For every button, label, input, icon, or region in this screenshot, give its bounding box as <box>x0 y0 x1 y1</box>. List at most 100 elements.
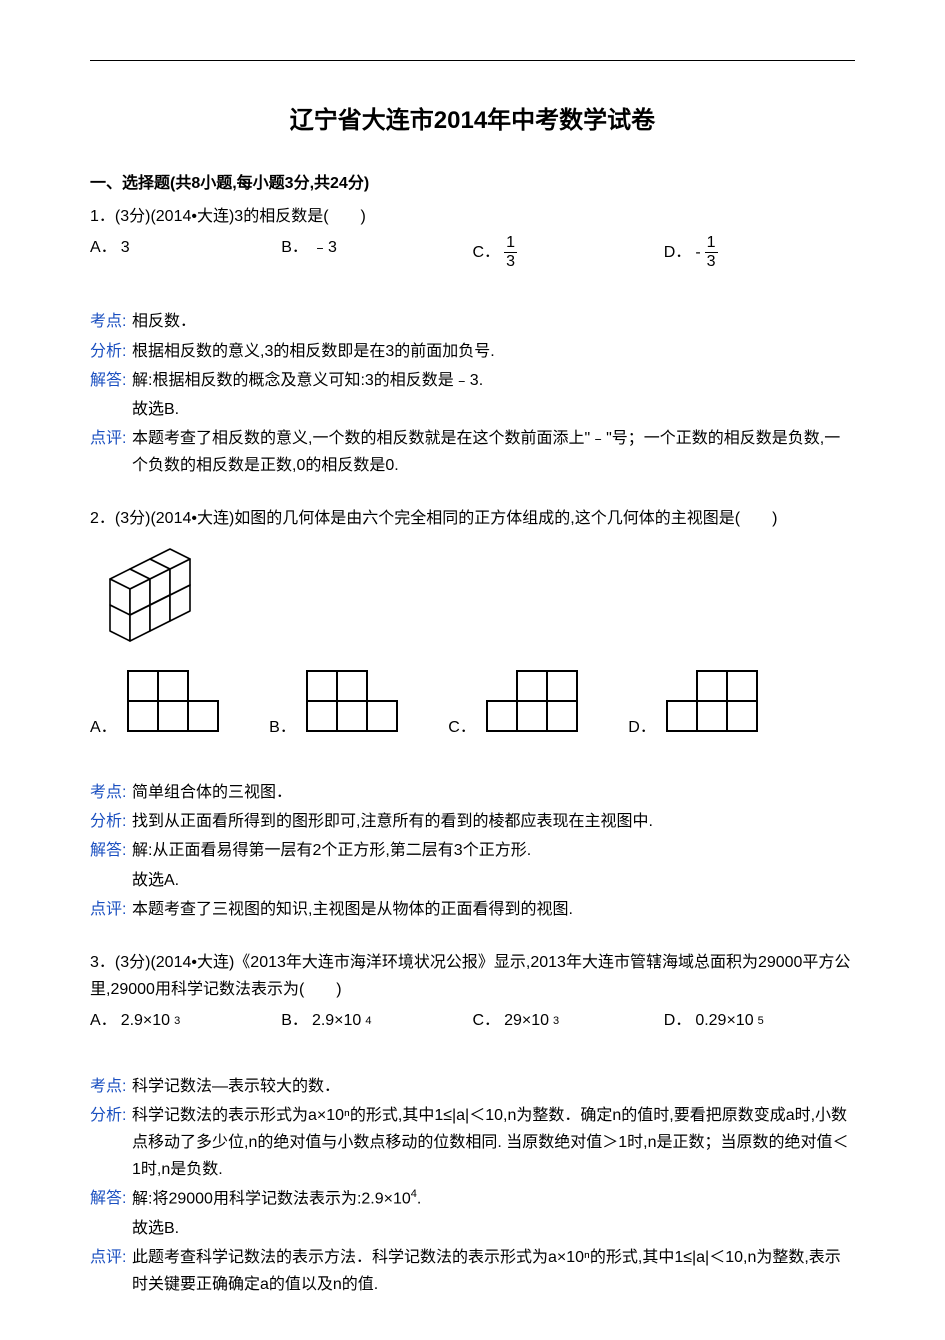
q2-opt-b-label: B． <box>269 719 296 736</box>
q1-opt-b-label: B． <box>281 234 308 261</box>
grid-shape-icon <box>306 670 398 732</box>
q2-kaodian: 考点: 简单组合体的三视图． <box>90 779 855 806</box>
q1-opt-d: D． - 1 3 <box>664 234 855 270</box>
fenxi-label: 分析: <box>90 1102 132 1184</box>
q1-jieda1: 解:根据相反数的概念及意义可知:3的相反数是﹣3. <box>132 367 855 394</box>
q2-fenxi: 分析: 找到从正面看所得到的图形即可,注意所有的看到的棱都应表现在主视图中. <box>90 808 855 835</box>
q1-opt-c-frac: 1 3 <box>504 234 517 270</box>
q1-dianping-text: 本题考查了相反数的意义,一个数的相反数就是在这个数前面添上"﹣"号；一个正数的相… <box>132 425 855 479</box>
q3-jieda1: 解:将29000用科学记数法表示为:2.9×104. <box>132 1185 855 1213</box>
fenxi-label: 分析: <box>90 808 132 835</box>
q3-opt-a-label: A． <box>90 1007 117 1034</box>
grid-shape-icon <box>666 670 758 732</box>
q3-opt-c: C． 29×103 <box>473 1007 664 1034</box>
dianping-label: 点评: <box>90 1244 132 1298</box>
q1-c-num: 1 <box>504 234 517 252</box>
section-header: 一、选择题(共8小题,每小题3分,共24分) <box>90 170 855 197</box>
q1-opt-c-label: C． <box>473 239 501 266</box>
q2-opt-c-shape <box>486 670 578 741</box>
q2-opt-c: C． <box>448 670 578 741</box>
q3-dianping: 点评: 此题考查科学记数法的表示方法．科学记数法的表示形式为a×10ⁿ的形式,其… <box>90 1244 855 1298</box>
q2-opt-b: B． <box>269 670 398 741</box>
q3-opt-a-exp: 3 <box>174 1012 180 1031</box>
q3-stem: 3．(3分)(2014•大连)《2013年大连市海洋环境状况公报》显示,2013… <box>90 949 855 1003</box>
q1-opt-a-text: 3 <box>121 234 130 261</box>
q1-fenxi: 分析: 根据相反数的意义,3的相反数即是在3的前面加负号. <box>90 338 855 365</box>
q3-opt-d-label: D． <box>664 1007 692 1034</box>
q3-opt-b: B． 2.9×104 <box>281 1007 472 1034</box>
q1-c-den: 3 <box>504 253 517 271</box>
q2-opt-d-label: D． <box>628 719 656 736</box>
q3-opt-d-exp: 5 <box>758 1012 764 1031</box>
dianping-label: 点评: <box>90 425 132 479</box>
q2-opt-d: D． <box>628 670 758 741</box>
q2-kaodian-text: 简单组合体的三视图． <box>132 779 855 806</box>
kaodian-label: 考点: <box>90 779 132 806</box>
fenxi-label: 分析: <box>90 338 132 365</box>
q2-fenxi-text: 找到从正面看所得到的图形即可,注意所有的看到的棱都应表现在主视图中. <box>132 808 855 835</box>
q3-opt-a: A． 2.9×103 <box>90 1007 281 1034</box>
q2-dianping-text: 本题考查了三视图的知识,主视图是从物体的正面看得到的视图. <box>132 896 855 923</box>
q2-opt-a-label: A． <box>90 719 117 736</box>
cubes-3d-icon <box>90 545 230 645</box>
q1-opt-d-frac: 1 3 <box>705 234 718 270</box>
q3-fenxi: 分析: 科学记数法的表示形式为a×10ⁿ的形式,其中1≤|a|＜10,n为整数．… <box>90 1102 855 1184</box>
q2-opt-d-shape <box>666 670 758 741</box>
q1-kaodian-text: 相反数． <box>132 308 855 335</box>
q2-options: A． B． <box>90 670 855 741</box>
q3-dianping-text: 此题考查科学记数法的表示方法．科学记数法的表示形式为a×10ⁿ的形式,其中1≤|… <box>132 1244 855 1298</box>
q2-opt-c-label: C． <box>448 719 476 736</box>
q2-jieda2: 故选A. <box>90 867 855 894</box>
q1-opt-b-text: ﹣3 <box>312 234 337 261</box>
q3-jieda1-pre: 解:将29000用科学记数法表示为:2.9×10 <box>132 1191 411 1208</box>
q3-opt-b-label: B． <box>281 1007 308 1034</box>
q1-dianping: 点评: 本题考查了相反数的意义,一个数的相反数就是在这个数前面添上"﹣"号；一个… <box>90 425 855 479</box>
q3-jieda: 解答: 解:将29000用科学记数法表示为:2.9×104. <box>90 1185 855 1213</box>
grid-shape-icon <box>486 670 578 732</box>
q1-stem: 1．(3分)(2014•大连)3的相反数是( ) <box>90 203 855 230</box>
kaodian-label: 考点: <box>90 1073 132 1100</box>
q3-opt-a-base: 2.9×10 <box>121 1007 170 1034</box>
jieda-label: 解答: <box>90 1185 132 1213</box>
q3-opt-c-base: 29×10 <box>504 1007 549 1034</box>
q1-opt-a-label: A． <box>90 234 117 261</box>
q1-opt-b: B． ﹣3 <box>281 234 472 261</box>
q3-jieda2: 故选B. <box>90 1215 855 1242</box>
jieda-label: 解答: <box>90 367 132 394</box>
q3-kaodian: 考点: 科学记数法—表示较大的数． <box>90 1073 855 1100</box>
dianping-label: 点评: <box>90 896 132 923</box>
q1-options: A． 3 B． ﹣3 C． 1 3 D． - 1 3 <box>90 234 855 270</box>
q3-opt-c-exp: 3 <box>553 1012 559 1031</box>
q2-figure <box>90 545 230 654</box>
q1-kaodian: 考点: 相反数． <box>90 308 855 335</box>
q2-jieda1: 解:从正面看易得第一层有2个正方形,第二层有3个正方形. <box>132 837 855 864</box>
q1-d-num: 1 <box>705 234 718 252</box>
q3-jieda1-post: . <box>417 1191 421 1208</box>
q1-d-den: 3 <box>705 253 718 271</box>
q2-opt-a-shape <box>127 670 219 741</box>
kaodian-label: 考点: <box>90 308 132 335</box>
q2-opt-b-shape <box>306 670 398 741</box>
q3-kaodian-text: 科学记数法—表示较大的数． <box>132 1073 855 1100</box>
jieda-label: 解答: <box>90 837 132 864</box>
q1-d-prefix: - <box>695 239 700 266</box>
q2-jieda: 解答: 解:从正面看易得第一层有2个正方形,第二层有3个正方形. <box>90 837 855 864</box>
q1-jieda2: 故选B. <box>90 396 855 423</box>
q3-opt-b-base: 2.9×10 <box>312 1007 361 1034</box>
q3-opt-b-exp: 4 <box>365 1012 371 1031</box>
q3-fenxi-text: 科学记数法的表示形式为a×10ⁿ的形式,其中1≤|a|＜10,n为整数．确定n的… <box>132 1102 855 1184</box>
page-title: 辽宁省大连市2014年中考数学试卷 <box>90 101 855 142</box>
q1-opt-c: C． 1 3 <box>473 234 664 270</box>
q3-opt-d: D． 0.29×105 <box>664 1007 855 1034</box>
q1-fenxi-text: 根据相反数的意义,3的相反数即是在3的前面加负号. <box>132 338 855 365</box>
q1-opt-d-label: D． <box>664 239 692 266</box>
q2-opt-a: A． <box>90 670 219 741</box>
q3-opt-c-label: C． <box>473 1007 501 1034</box>
grid-shape-icon <box>127 670 219 732</box>
q3-options: A． 2.9×103 B． 2.9×104 C． 29×103 D． 0.29×… <box>90 1007 855 1034</box>
q1-opt-a: A． 3 <box>90 234 281 261</box>
q2-dianping: 点评: 本题考查了三视图的知识,主视图是从物体的正面看得到的视图. <box>90 896 855 923</box>
q1-jieda: 解答: 解:根据相反数的概念及意义可知:3的相反数是﹣3. <box>90 367 855 394</box>
top-rule <box>90 60 855 61</box>
q2-stem: 2．(3分)(2014•大连)如图的几何体是由六个完全相同的正方体组成的,这个几… <box>90 505 855 532</box>
